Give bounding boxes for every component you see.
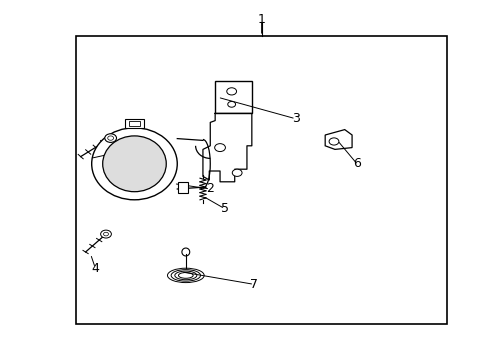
Text: 3: 3 — [291, 112, 299, 125]
Ellipse shape — [175, 271, 196, 280]
Bar — [76, 36, 447, 324]
Ellipse shape — [167, 268, 204, 283]
Circle shape — [232, 169, 242, 176]
Text: 2: 2 — [206, 183, 214, 195]
Circle shape — [103, 232, 108, 236]
Circle shape — [227, 102, 235, 107]
Circle shape — [214, 144, 225, 152]
Circle shape — [328, 138, 338, 145]
FancyBboxPatch shape — [124, 119, 144, 128]
Text: 4: 4 — [91, 262, 99, 275]
Text: 8: 8 — [111, 147, 119, 159]
Ellipse shape — [178, 273, 193, 278]
FancyBboxPatch shape — [178, 182, 188, 193]
Text: 6: 6 — [352, 157, 360, 170]
Polygon shape — [325, 130, 351, 149]
Circle shape — [226, 88, 236, 95]
Text: 5: 5 — [221, 202, 228, 215]
Ellipse shape — [171, 270, 200, 281]
Text: 1: 1 — [257, 13, 265, 26]
Circle shape — [107, 136, 113, 140]
Ellipse shape — [102, 136, 166, 192]
FancyBboxPatch shape — [215, 81, 251, 113]
Text: 7: 7 — [250, 278, 258, 291]
Circle shape — [101, 230, 111, 238]
FancyBboxPatch shape — [128, 121, 140, 126]
Ellipse shape — [92, 128, 177, 200]
Circle shape — [104, 134, 116, 143]
